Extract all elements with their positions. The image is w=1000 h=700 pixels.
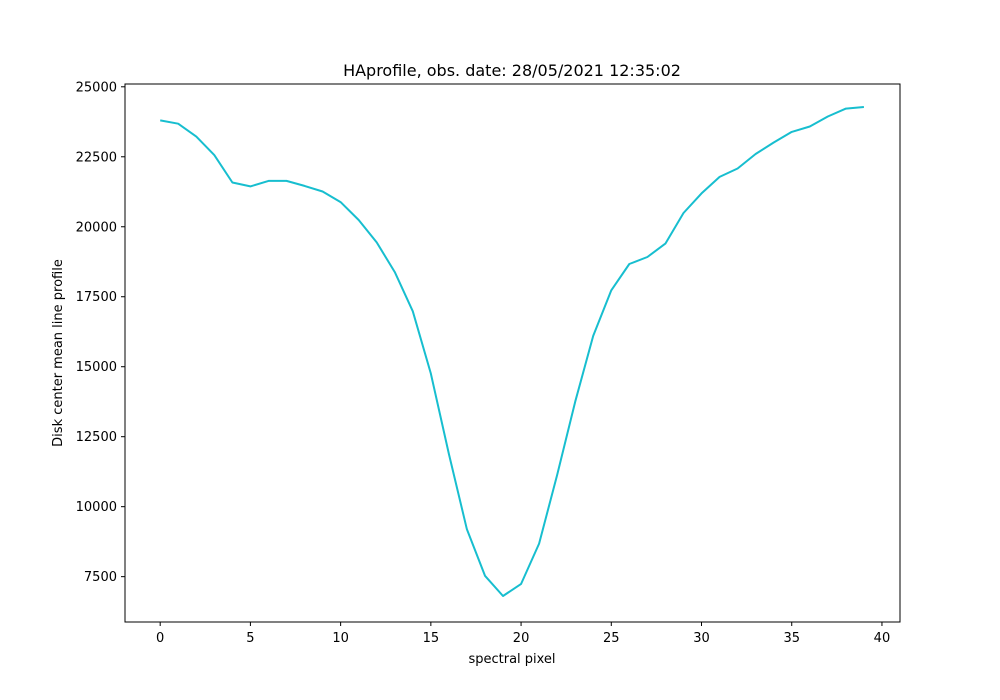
x-tick-label: 40 <box>874 631 891 646</box>
series-line <box>160 106 864 597</box>
y-tick-label: 7500 <box>84 570 117 585</box>
y-axis: 7500 10000 12500 15000 17500 20000 22500 25000 <box>76 80 125 585</box>
plot-frame <box>124 83 901 623</box>
x-axis-label: spectral pixel <box>468 652 555 667</box>
y-tick-label: 20000 <box>76 220 117 235</box>
y-tick-label: 17500 <box>76 290 117 305</box>
x-tick-label: 30 <box>693 631 710 646</box>
y-tick-label: 12500 <box>76 430 117 445</box>
x-axis: 0 5 10 15 20 25 30 35 40 <box>156 622 890 646</box>
x-tick-label: 35 <box>783 631 800 646</box>
y-tick-label: 22500 <box>76 150 117 165</box>
x-tick-label: 5 <box>246 631 254 646</box>
chart-title: HAprofile, obs. date: 28/05/2021 12:35:0… <box>343 61 681 80</box>
x-tick-label: 10 <box>332 631 349 646</box>
y-tick-label: 10000 <box>76 500 117 515</box>
x-tick-label: 20 <box>513 631 530 646</box>
x-tick-label: 15 <box>423 631 440 646</box>
y-axis-label: Disk center mean line profile <box>51 259 66 447</box>
y-tick-label: 15000 <box>76 360 117 375</box>
x-tick-label: 25 <box>603 631 620 646</box>
x-tick-label: 0 <box>156 631 164 646</box>
y-tick-label: 25000 <box>76 80 117 95</box>
